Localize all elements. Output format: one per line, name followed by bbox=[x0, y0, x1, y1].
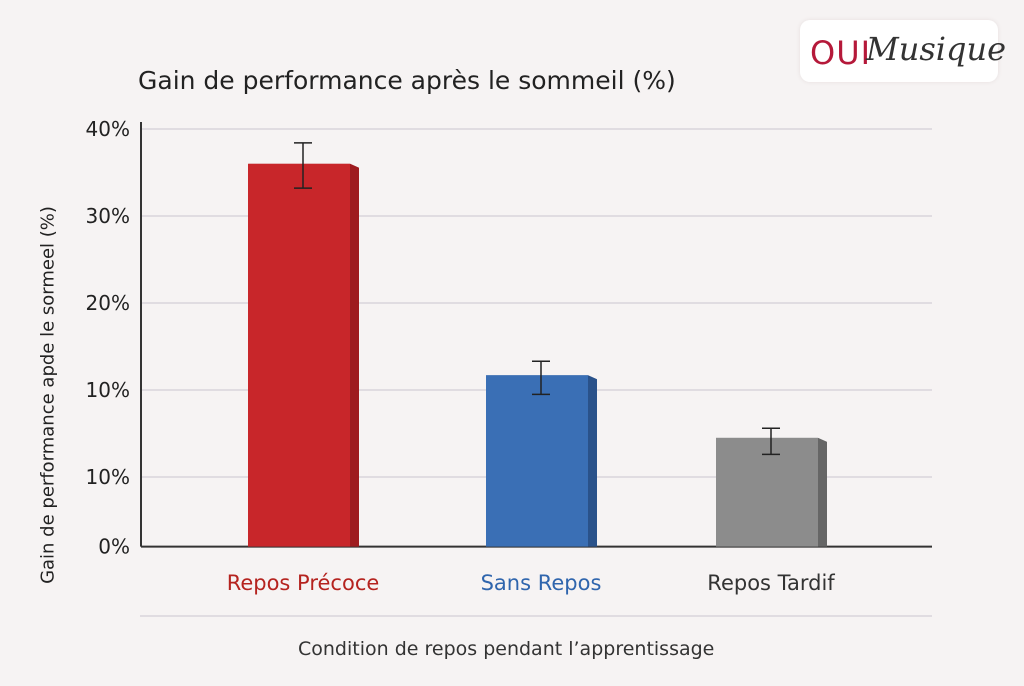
bar-side bbox=[818, 437, 827, 547]
bar-side bbox=[588, 375, 597, 547]
bar bbox=[486, 375, 588, 547]
bar bbox=[716, 437, 818, 547]
y-tick-label: 40% bbox=[86, 117, 130, 141]
logo: OUI Musique bbox=[800, 20, 1006, 82]
x-tick-label: Repos Tardif bbox=[707, 571, 835, 595]
x-tick-label: Repos Précoce bbox=[227, 571, 380, 595]
y-tick-label: 10% bbox=[86, 378, 130, 402]
bar bbox=[248, 163, 350, 547]
y-tick-label: 10% bbox=[86, 465, 130, 489]
y-tick-label: 20% bbox=[86, 291, 130, 315]
bar-side bbox=[350, 163, 359, 547]
y-tick-label: 30% bbox=[86, 204, 130, 228]
logo-oui: OUI bbox=[810, 34, 872, 72]
logo-musique: Musique bbox=[866, 30, 1007, 68]
chart-title: Gain de performance après le sommeil (%) bbox=[138, 66, 676, 95]
y-tick-label: 0% bbox=[98, 535, 130, 559]
x-axis-label: Condition de repos pendant l’apprentissa… bbox=[298, 638, 715, 660]
x-tick-label: Sans Repos bbox=[481, 571, 602, 595]
